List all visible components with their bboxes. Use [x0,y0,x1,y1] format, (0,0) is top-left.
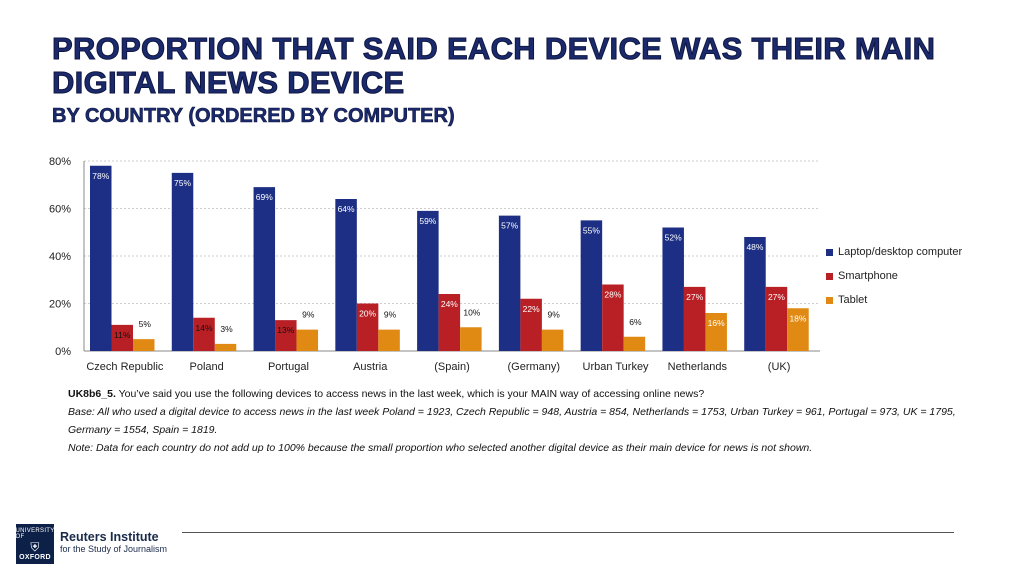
footer-divider [182,532,954,533]
legend-label-computer: Laptop/desktop computer [838,246,963,258]
data-label: 3% [220,324,233,334]
data-label: 10% [463,307,480,317]
legend-item-smartphone: Smartphone [826,270,962,282]
bar [787,308,809,351]
x-tick-label: (Germany) [507,361,560,373]
bar [705,313,727,351]
y-tick-label: 0% [55,346,71,358]
data-label: 9% [547,310,560,320]
data-label: 24% [441,299,458,309]
data-label: 69% [256,192,273,202]
x-tick-label: Austria [353,361,388,373]
data-label: 22% [523,304,540,314]
sample-base-note: Base: All who used a digital device to a… [68,406,956,436]
crest-top-text: UNIVERSITY OF [15,527,55,540]
x-tick-label: Urban Turkey [583,361,650,373]
y-tick-label: 20% [49,299,71,311]
data-label: 6% [629,317,642,327]
data-label: 27% [768,292,785,302]
bar-chart: 0% 20% 40% 60% 80% 78% 11% 5% Czech Republic 75% 1… [49,156,820,373]
bar [602,284,624,351]
data-label: 9% [384,310,397,320]
y-tick-label: 80% [49,156,71,168]
bar [460,327,482,351]
bar [171,172,194,351]
bar [133,339,155,351]
bar [765,286,788,351]
legend-item-tablet: Tablet [826,294,962,306]
data-label: 16% [708,318,725,328]
bar [356,303,379,351]
bar [296,329,319,351]
chart-title: PROPORTION THAT SAID EACH DEVICE WAS THE… [52,31,936,100]
bar [438,294,461,351]
bar [275,320,297,351]
data-label: 5% [139,319,152,329]
data-label: 57% [501,221,518,231]
legend-label-smartphone: Smartphone [838,270,898,282]
bar [580,220,603,351]
data-label: 64% [338,204,355,214]
data-label: 18% [789,313,806,323]
y-tick-label: 40% [49,251,71,263]
bar [498,215,521,351]
legend-swatch-computer [826,248,833,256]
data-label: 11% [114,330,131,340]
legend-swatch-tablet [826,296,833,304]
institute-subtitle: for the Study of Journalism [60,544,168,554]
x-tick-label: (UK) [768,361,791,373]
bar [520,298,542,351]
data-label: 52% [665,233,682,243]
shield-icon: ⛨ [30,539,40,554]
bar [193,317,215,351]
bar [90,165,112,351]
legend-label-tablet: Tablet [838,294,868,306]
bar [662,227,684,351]
bar [417,210,439,351]
survey-question: UK8b6_5. You’ve said you use the followi… [68,385,968,403]
data-label: 13% [277,325,294,335]
data-label: 27% [686,292,703,302]
data-label: 28% [604,290,621,300]
chart-subtitle: BY COUNTRY (ORDERED BY COMPUTER) [52,105,455,128]
x-tick-label: (Spain) [434,361,469,373]
bar [378,329,400,351]
data-label: 75% [174,178,191,188]
legend-item-computer: Laptop/desktop computer [826,246,962,258]
data-label: 9% [302,310,315,320]
chart-notes: UK8b6_5. You’ve said you use the followi… [68,385,968,457]
data-label: 59% [419,216,436,226]
bar [744,237,766,351]
crest-bottom-text: OXFORD [19,553,51,561]
bar [541,329,564,351]
chart-legend: Laptop/desktop computer Smartphone Table… [826,246,962,318]
data-label: 20% [359,309,376,319]
data-label: 55% [583,225,600,235]
data-label: 14% [196,323,213,333]
footnote: Note: Data for each country do not add u… [68,442,813,454]
x-tick-label: Portugal [268,361,309,373]
data-label: 48% [746,242,763,252]
legend-swatch-smartphone [826,272,833,280]
bar [253,187,276,351]
bar [214,343,237,351]
question-code: UK8b6_5. [68,388,116,400]
bar [111,324,133,351]
bar [683,286,706,351]
institute-name: Reuters Institute [60,530,159,544]
x-tick-label: Netherlands [668,361,728,373]
oxford-crest-icon: UNIVERSITY OF ⛨ OXFORD [16,524,54,564]
data-label: 78% [92,171,109,181]
y-tick-label: 60% [49,204,71,216]
x-tick-label: Poland [190,361,224,373]
reuters-institute-logo: UNIVERSITY OF ⛨ OXFORD Reuters Institute… [16,524,167,564]
question-text: You’ve said you use the following device… [115,388,705,400]
bar [623,336,646,351]
bar [335,199,357,351]
x-tick-label: Czech Republic [86,361,164,373]
